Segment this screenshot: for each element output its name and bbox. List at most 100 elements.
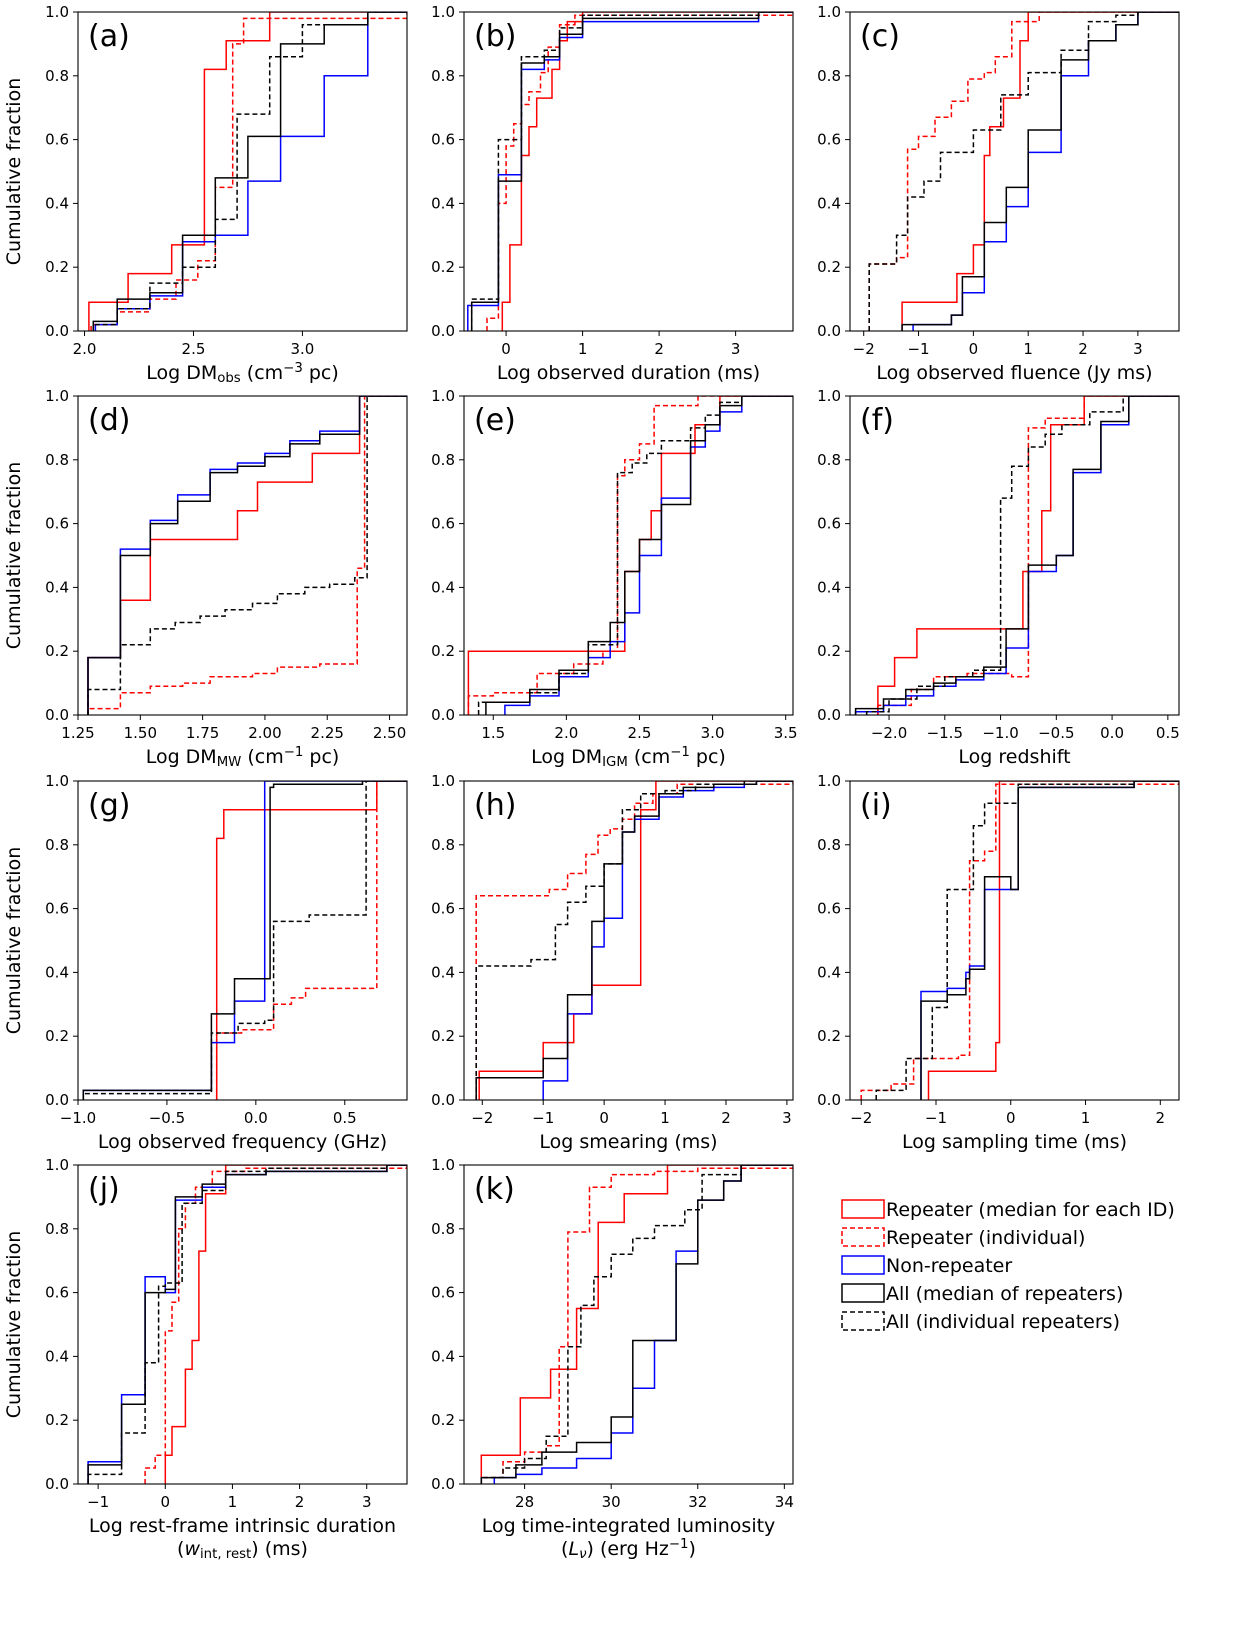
y-tick-label: 0.6	[431, 515, 455, 533]
series-line-rep_ind	[486, 12, 793, 331]
x-tick-label: 1.75	[186, 724, 219, 742]
x-tick-label: 2	[1156, 1109, 1166, 1127]
x-axis-label-line2-part: (	[177, 1538, 184, 1560]
series-line-all_ind	[475, 781, 793, 1100]
y-tick-label: 0.8	[45, 836, 69, 854]
x-axis-label: Log redshift	[958, 746, 1070, 768]
x-tick-label: 3	[731, 340, 741, 358]
legend-label: Non-repeater	[886, 1255, 1012, 1277]
series-group	[475, 781, 793, 1100]
x-axis-label-part: Log smearing (ms)	[539, 1131, 717, 1153]
legend-swatch-all_ind	[841, 1311, 885, 1331]
x-axis-label: Log DMobs (cm−3 pc)	[146, 361, 339, 386]
x-tick-label: 3.0	[290, 340, 314, 358]
series-line-all_ind	[470, 12, 793, 331]
y-tick-label: 0.0	[817, 322, 841, 340]
y-tick-label: 0.8	[431, 836, 455, 854]
panel-label: (f)	[860, 403, 894, 438]
x-tick-label: 2.5	[182, 340, 206, 358]
x-tick-label: 2.00	[248, 724, 281, 742]
legend-label: Repeater (median for each ID)	[886, 1199, 1175, 1221]
panel-label: (d)	[88, 403, 130, 438]
series-group	[860, 781, 1179, 1100]
x-axis-label-part: Log redshift	[958, 746, 1070, 768]
panel-label: (h)	[474, 788, 516, 823]
panel-label: (c)	[860, 19, 900, 54]
panel-b: 0 1 2 3 0.0 0.2 0.4 0.6 0.8 1.0 (b) Log observed du…	[431, 3, 794, 384]
axes-frame	[463, 1164, 794, 1485]
panels: 2.0 2.5 3.0 0.0 0.2 0.4 0.6 0.8 1.0 (a) Log DMobs …	[3, 3, 1180, 1562]
y-tick-label: 0.4	[817, 194, 841, 212]
series-line-all_med	[475, 781, 793, 1100]
y-tick-label: 1.0	[431, 772, 455, 790]
y-tick-label: 1.0	[817, 3, 841, 21]
y-tick-label: 1.0	[45, 3, 69, 21]
x-axis-label-line2: (wint, rest) (ms)	[177, 1538, 308, 1562]
y-tick-label: 1.0	[431, 3, 455, 21]
series-line-all_ind	[92, 12, 407, 331]
x-tick-label: 2	[295, 1493, 305, 1511]
legend-label: Repeater (individual)	[886, 1227, 1085, 1249]
series-line-all_ind	[480, 1165, 793, 1484]
y-tick-label: 0.2	[45, 642, 69, 660]
x-tick-label: −1.0	[60, 1109, 96, 1127]
x-axis-label: Log DMIGM (cm−1 pc)	[531, 745, 726, 770]
x-axis-label-part: IGM	[602, 755, 628, 770]
x-axis-label-part: Log DM	[146, 746, 217, 768]
series-group	[467, 12, 793, 331]
y-tick-label: 0.0	[817, 1091, 841, 1109]
y-tick-label: 0.6	[45, 1284, 69, 1302]
legend-swatch-rep_med	[841, 1199, 885, 1219]
panel-i: −2 −1 0 1 2 0.0 0.2 0.4 0.6 0.8 1.0 (i) Log sampling…	[817, 772, 1180, 1153]
x-axis-label-part: Log DM	[146, 362, 217, 384]
series-line-rep_med	[927, 781, 1179, 1100]
y-tick-label: 0.0	[45, 1091, 69, 1109]
legend-label: All (individual repeaters)	[886, 1311, 1120, 1333]
y-tick-label: 0.2	[431, 258, 455, 276]
y-tick-label: 0.6	[431, 131, 455, 149]
x-tick-label: 1	[578, 340, 588, 358]
y-tick-label: 0.2	[817, 258, 841, 276]
panel-g: −1.0 −0.5 0.0 0.5 0.0 0.2 0.4 0.6 0.8 1.0 (g) Log o…	[3, 772, 408, 1153]
legend-entry: Repeater (median for each ID)	[841, 1199, 1175, 1221]
x-tick-label: 2.50	[373, 724, 406, 742]
axes-frame	[463, 11, 794, 332]
series-line-rep_ind	[215, 781, 407, 1100]
x-tick-label: 1	[660, 1109, 670, 1127]
axes-frame	[849, 395, 1180, 716]
y-tick-label: 0.0	[817, 706, 841, 724]
x-tick-label: −2	[471, 1109, 493, 1127]
axes-frame	[849, 11, 1180, 332]
x-tick-label: 3	[782, 1109, 792, 1127]
x-axis-label-line2-part: L	[568, 1538, 579, 1560]
x-tick-label: 2.0	[73, 340, 97, 358]
legend-swatch-rep_ind	[841, 1227, 885, 1247]
x-tick-label: 1	[1081, 1109, 1091, 1127]
y-tick-label: 0.8	[431, 1220, 455, 1238]
y-tick-label: 1.0	[817, 387, 841, 405]
y-tick-label: 0.0	[431, 322, 455, 340]
x-tick-label: 1.50	[124, 724, 157, 742]
y-axis-label: Cumulative fraction	[3, 1231, 25, 1418]
x-tick-label: 30	[602, 1493, 621, 1511]
legend-swatch-nonrep	[841, 1255, 885, 1275]
y-tick-label: 1.0	[45, 387, 69, 405]
legend-entry: Non-repeater	[841, 1255, 1012, 1277]
series-line-all_ind	[868, 12, 1179, 331]
y-tick-label: 0.4	[45, 194, 69, 212]
x-axis-label: Log smearing (ms)	[539, 1131, 717, 1153]
x-axis-label-part: pc)	[690, 746, 726, 768]
x-tick-label: −2	[853, 340, 875, 358]
y-tick-label: 0.8	[817, 451, 841, 469]
y-tick-label: 0.6	[817, 900, 841, 918]
x-axis-label-line2-part: ν	[579, 1547, 587, 1562]
series-line-rep_med	[480, 1165, 793, 1484]
y-tick-label: 0.0	[431, 1475, 455, 1493]
y-tick-label: 0.2	[431, 642, 455, 660]
y-tick-label: 0.8	[45, 67, 69, 85]
x-tick-label: −2.0	[871, 724, 907, 742]
x-tick-label: 2	[721, 1109, 731, 1127]
x-tick-label: −1.5	[927, 724, 963, 742]
y-axis-label: Cumulative fraction	[3, 462, 25, 649]
